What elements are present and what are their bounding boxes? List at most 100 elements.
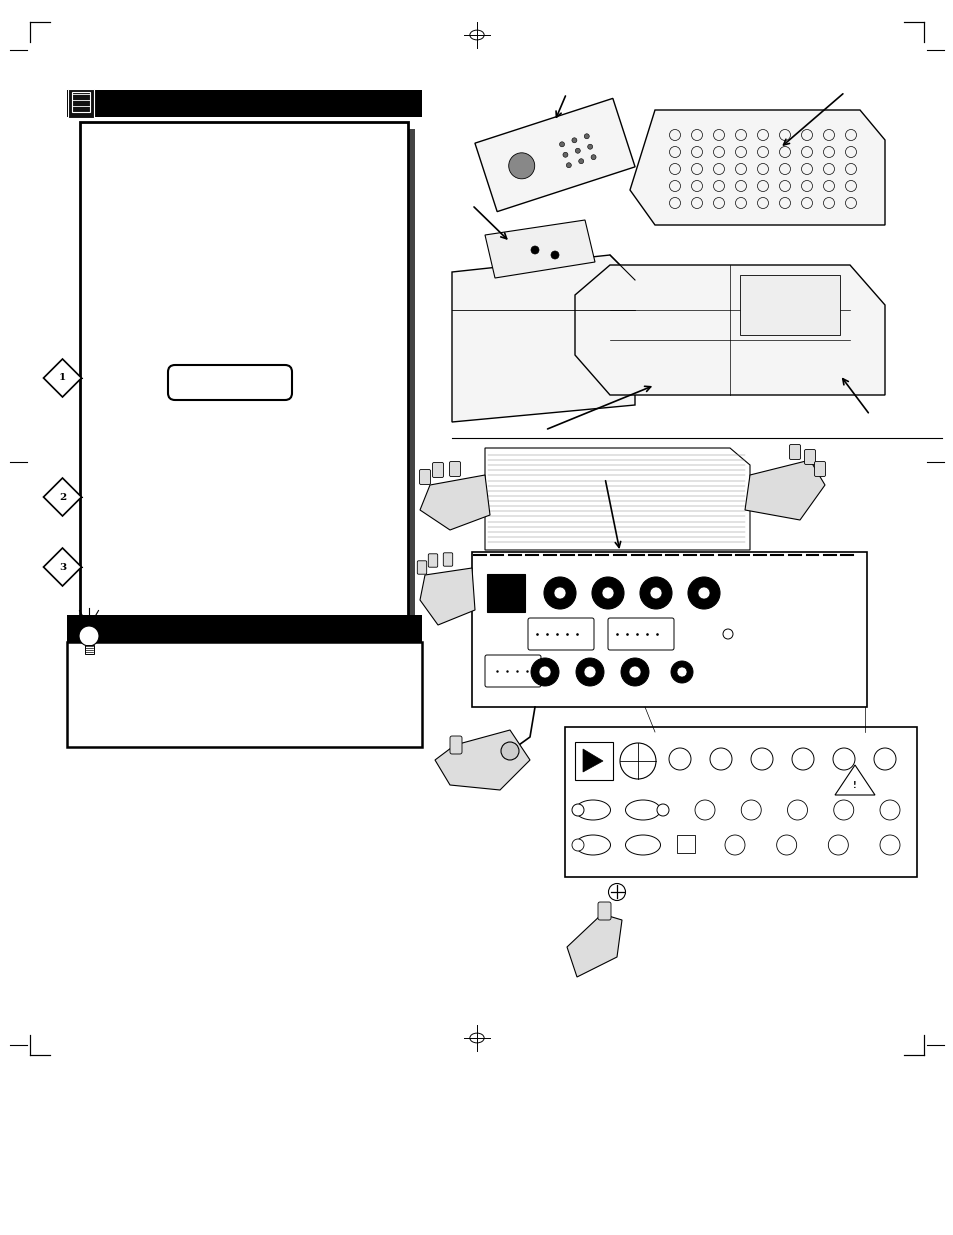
Circle shape — [543, 577, 576, 609]
Circle shape — [566, 163, 571, 168]
Circle shape — [740, 800, 760, 820]
Circle shape — [827, 835, 847, 855]
Bar — [67, 642, 421, 747]
Circle shape — [572, 804, 583, 816]
Bar — [564, 727, 916, 877]
FancyBboxPatch shape — [416, 561, 426, 574]
Circle shape — [724, 835, 744, 855]
Circle shape — [639, 577, 671, 609]
FancyBboxPatch shape — [814, 462, 824, 477]
Circle shape — [879, 800, 899, 820]
Circle shape — [619, 743, 656, 779]
Circle shape — [601, 587, 614, 599]
Circle shape — [576, 658, 603, 685]
FancyBboxPatch shape — [527, 618, 594, 650]
Circle shape — [575, 148, 579, 153]
Circle shape — [750, 748, 772, 769]
Circle shape — [531, 658, 558, 685]
Bar — [472, 552, 866, 706]
Circle shape — [538, 666, 551, 678]
FancyBboxPatch shape — [449, 462, 460, 477]
Circle shape — [620, 658, 648, 685]
FancyBboxPatch shape — [598, 902, 610, 920]
Circle shape — [562, 152, 567, 157]
Ellipse shape — [575, 835, 610, 855]
FancyBboxPatch shape — [428, 553, 437, 567]
Polygon shape — [419, 475, 490, 530]
Bar — [67, 90, 421, 117]
Text: 1: 1 — [59, 373, 66, 383]
Circle shape — [554, 587, 565, 599]
Circle shape — [833, 800, 853, 820]
Bar — [67, 615, 421, 642]
Bar — [740, 275, 840, 335]
Circle shape — [776, 835, 796, 855]
Bar — [68, 89, 94, 119]
Ellipse shape — [575, 800, 610, 820]
FancyBboxPatch shape — [432, 462, 443, 478]
Polygon shape — [435, 730, 530, 790]
Circle shape — [791, 748, 813, 769]
Polygon shape — [566, 914, 621, 977]
Circle shape — [873, 748, 895, 769]
Polygon shape — [575, 266, 884, 395]
Circle shape — [591, 154, 596, 159]
FancyBboxPatch shape — [789, 445, 800, 459]
Circle shape — [583, 666, 596, 678]
Circle shape — [657, 804, 668, 816]
FancyBboxPatch shape — [85, 645, 93, 655]
Circle shape — [587, 144, 592, 149]
Circle shape — [677, 667, 686, 677]
FancyBboxPatch shape — [607, 618, 673, 650]
Circle shape — [649, 587, 661, 599]
Polygon shape — [484, 220, 595, 278]
Circle shape — [559, 142, 564, 147]
FancyBboxPatch shape — [419, 469, 430, 484]
Circle shape — [551, 251, 558, 259]
Circle shape — [709, 748, 731, 769]
Polygon shape — [475, 99, 635, 211]
Polygon shape — [484, 448, 749, 550]
Circle shape — [628, 666, 640, 678]
Circle shape — [670, 661, 692, 683]
FancyBboxPatch shape — [484, 655, 540, 687]
Polygon shape — [629, 110, 884, 225]
Circle shape — [786, 800, 806, 820]
Circle shape — [722, 629, 732, 638]
Circle shape — [592, 577, 623, 609]
Text: 3: 3 — [59, 562, 66, 572]
Circle shape — [668, 748, 690, 769]
Circle shape — [608, 883, 625, 900]
Ellipse shape — [625, 835, 659, 855]
Circle shape — [79, 626, 99, 646]
Circle shape — [578, 159, 583, 164]
Circle shape — [508, 153, 534, 179]
Circle shape — [832, 748, 854, 769]
Bar — [486, 574, 524, 613]
Circle shape — [879, 835, 899, 855]
Text: 2: 2 — [59, 493, 66, 501]
Bar — [575, 742, 613, 781]
Polygon shape — [744, 459, 824, 520]
Circle shape — [571, 138, 577, 143]
Text: !: ! — [852, 782, 856, 790]
Polygon shape — [452, 254, 635, 422]
Polygon shape — [419, 568, 475, 625]
FancyBboxPatch shape — [803, 450, 815, 464]
Circle shape — [695, 800, 714, 820]
Polygon shape — [44, 548, 81, 585]
Circle shape — [531, 246, 538, 254]
Bar — [71, 91, 90, 112]
Circle shape — [583, 133, 589, 138]
Bar — [80, 122, 408, 650]
Polygon shape — [582, 748, 602, 772]
Bar — [677, 835, 695, 853]
FancyBboxPatch shape — [443, 553, 453, 566]
Circle shape — [687, 577, 720, 609]
Bar — [87, 128, 415, 657]
FancyBboxPatch shape — [168, 366, 292, 400]
Circle shape — [698, 587, 709, 599]
FancyBboxPatch shape — [450, 736, 461, 755]
Polygon shape — [834, 764, 874, 795]
Circle shape — [572, 839, 583, 851]
